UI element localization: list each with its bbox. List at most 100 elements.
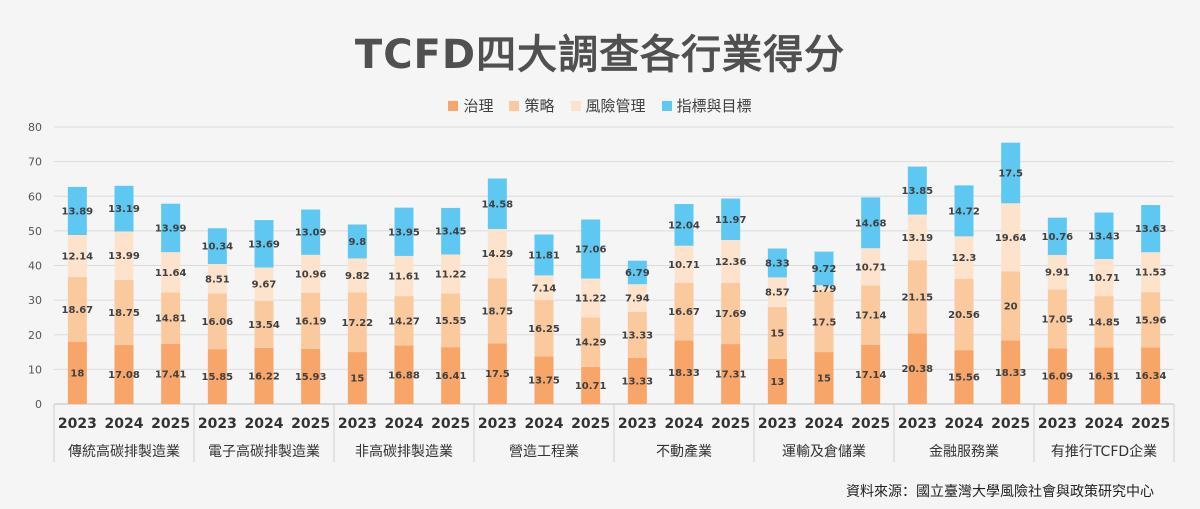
bar-segment [1047, 217, 1067, 255]
bar-segment [301, 348, 321, 404]
data-label: 15.55 [435, 316, 467, 327]
data-label: 15 [770, 329, 784, 340]
data-label: 16.34 [1135, 371, 1167, 382]
bar-segment [1001, 203, 1021, 272]
data-label: 16.67 [668, 307, 700, 318]
data-label: 11.22 [575, 294, 607, 305]
bar-segment [441, 347, 461, 404]
data-label: 20.56 [948, 310, 980, 321]
data-label: 8.33 [765, 258, 790, 269]
bar-segment [394, 296, 414, 346]
legend-label-strategy: 策略 [524, 97, 555, 115]
bar-segment [954, 350, 974, 404]
bar-segment [534, 356, 554, 404]
bar-segment [114, 231, 134, 280]
data-label: 20 [1004, 301, 1018, 312]
bar-segment [161, 292, 181, 344]
data-label: 9.67 [252, 280, 277, 291]
data-label: 17.5 [812, 317, 837, 328]
bar-segment [1141, 205, 1161, 253]
x-tick-label-year: 2024 [385, 416, 424, 432]
x-group-label: 不動產業 [656, 443, 712, 460]
x-tick-label-year: 2025 [291, 416, 330, 432]
y-tick-label: 50 [28, 225, 42, 238]
bar-segment [347, 292, 367, 353]
data-label: 14.29 [482, 249, 514, 260]
data-label: 18.75 [482, 306, 514, 317]
data-label: 13.45 [435, 227, 467, 238]
data-label: 12.36 [715, 257, 747, 268]
bar-segment [767, 277, 787, 308]
bar-segment [767, 358, 787, 404]
legend-swatch-metrics-targets [661, 100, 672, 111]
bar-segment [814, 291, 834, 353]
bar-segment [581, 366, 601, 404]
bar-segment [814, 251, 834, 286]
data-label: 8.57 [765, 288, 790, 299]
data-label: 17.5 [485, 369, 510, 380]
data-label: 10.71 [668, 260, 700, 271]
data-label: 12.3 [952, 253, 977, 264]
bar-segment [861, 197, 881, 249]
bar-segment [114, 279, 134, 345]
bar-segment [907, 166, 927, 215]
data-label: 14.58 [482, 199, 514, 210]
x-tick-label-year: 2024 [525, 416, 564, 432]
bar-segment [487, 178, 507, 230]
data-label: 15 [817, 374, 831, 385]
bar-segment [627, 357, 647, 404]
bar-segment [534, 300, 554, 357]
data-label: 9.91 [1045, 268, 1070, 279]
bar-segment [207, 264, 227, 294]
x-group-label: 營造工程業 [509, 444, 579, 460]
data-label: 13.99 [155, 223, 187, 234]
data-label: 13.43 [1088, 231, 1120, 242]
bar-segment [721, 282, 741, 345]
data-label: 17.08 [108, 370, 140, 381]
data-label: 15.96 [1135, 315, 1167, 326]
y-tick-label: 40 [28, 260, 42, 273]
legend-swatch-governance [448, 100, 459, 111]
bar-segment [207, 349, 227, 404]
bar-segment [954, 236, 974, 279]
y-tick-label: 20 [28, 329, 42, 342]
bar-segment [1047, 254, 1067, 290]
data-label: 15.85 [202, 372, 234, 383]
data-label: 17.5 [998, 168, 1023, 179]
data-label: 9.82 [345, 271, 370, 282]
bar-segment [721, 198, 741, 241]
bar-segment [674, 245, 694, 283]
x-tick-label-year: 2023 [58, 416, 97, 432]
x-group-label: 運輸及倉儲業 [782, 444, 866, 460]
data-label: 17.41 [155, 369, 187, 380]
bar-segment [161, 343, 181, 404]
y-tick-label: 70 [28, 156, 42, 169]
x-tick-label-year: 2025 [571, 416, 610, 432]
bar-segment [114, 344, 134, 404]
data-label: 13.33 [622, 376, 654, 387]
y-tick-label: 60 [28, 190, 42, 203]
bar-segment [861, 248, 881, 286]
data-label: 17.05 [1042, 314, 1074, 325]
x-tick-label-year: 2023 [758, 416, 797, 432]
legend: 治理 策略 風險管理 指標與目標 [0, 95, 1200, 116]
data-label: 10.71 [575, 381, 607, 392]
bar-segment [581, 278, 601, 318]
data-label: 17.22 [342, 318, 374, 329]
x-tick-label-year: 2025 [1131, 416, 1170, 432]
x-tick-label-year: 2024 [105, 416, 144, 432]
data-label: 10.96 [295, 269, 327, 280]
x-tick-label-year: 2023 [478, 416, 517, 432]
bar-segment [67, 234, 87, 278]
x-group-label: 金融服務業 [929, 444, 999, 460]
bar-segment [347, 224, 367, 259]
bar-segment [1094, 296, 1114, 348]
y-tick-label: 0 [35, 398, 42, 411]
bar-segment [1001, 340, 1021, 404]
x-tick-label-year: 2024 [1085, 416, 1124, 432]
bar-segment [487, 343, 507, 404]
data-label: 18.67 [62, 305, 94, 316]
data-label: 16.09 [1042, 372, 1074, 383]
